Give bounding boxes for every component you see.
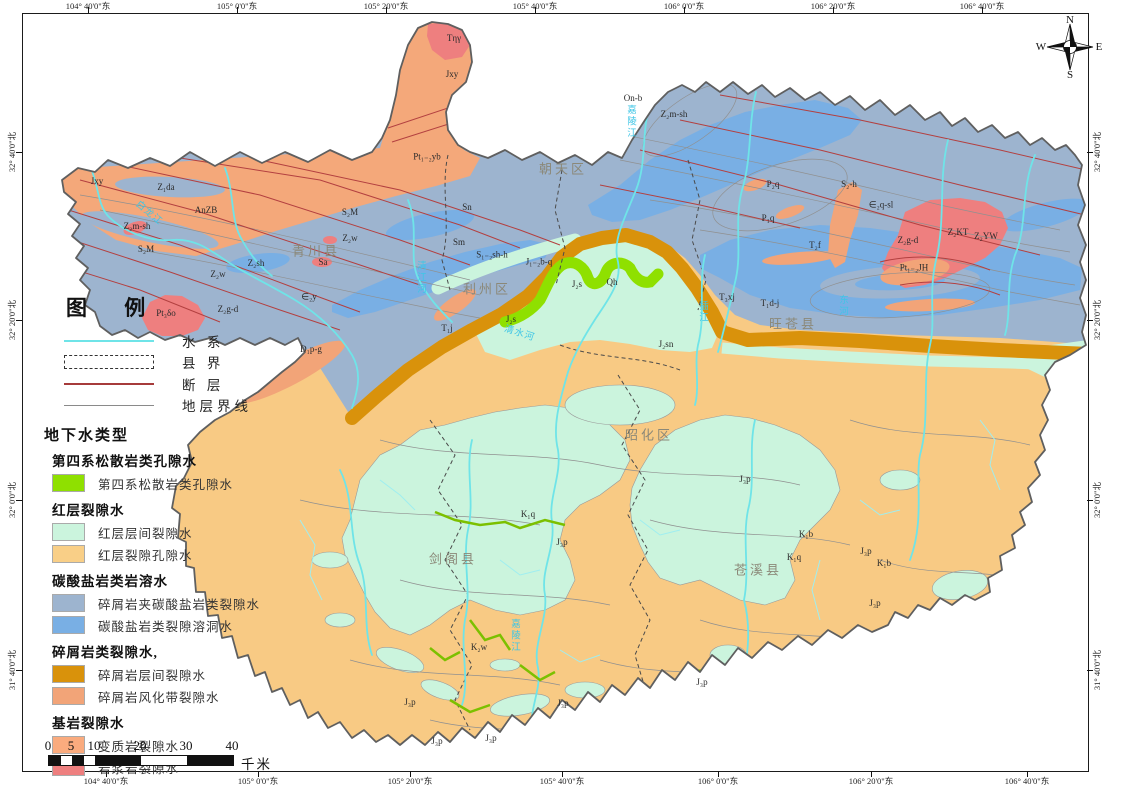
legend-item-label: 碎屑岩风化带裂隙水 <box>98 690 220 705</box>
legend-item-label: 碳酸盐岩类裂隙溶洞水 <box>98 619 234 634</box>
legend-color-swatch <box>52 474 85 492</box>
rivers-minor <box>299 419 1001 663</box>
quaternary-squiggles <box>429 510 566 714</box>
legend-item: 红层裂隙孔隙水 <box>52 543 322 565</box>
zone-weathered-strips <box>234 178 975 404</box>
zone-mint-pocket <box>475 238 718 360</box>
legend-group-heading: 碳酸盐岩类岩溶水 <box>52 574 168 589</box>
legend-item: 碳酸盐岩类裂隙溶洞水 <box>52 614 322 636</box>
legend-line-item-label: 地层界线 <box>182 399 252 415</box>
mint-strip-east <box>721 342 1086 372</box>
legend-color-swatch <box>52 736 85 754</box>
scale-bar-tick-label: 5 <box>67 738 75 753</box>
legend-item-label: 变质岩裂隙水 <box>98 739 180 754</box>
legend: 图 例 水 系县 界断 层地层界线 地下水类型 第四系松散岩类孔隙水 第四系松散岩… <box>42 292 322 778</box>
compass-s-label: S <box>1066 69 1074 81</box>
scale-bar-tick-label: 30 <box>179 738 193 753</box>
legend-item-label: 碎屑岩层间裂隙水 <box>98 668 207 683</box>
s-fault-sample <box>64 382 154 385</box>
legend-color-swatch <box>52 523 85 541</box>
zone-interlayer-orange <box>345 228 1086 425</box>
legend-line-item: 县 界 <box>42 352 322 374</box>
legend-color-swatch <box>52 687 85 705</box>
legend-line-item: 断 层 <box>42 373 322 395</box>
scale-bar-graphic <box>48 755 234 766</box>
legend-item: 第四系松散岩类孔隙水 <box>52 472 322 494</box>
groundwater-types-title: 地下水类型 <box>44 428 130 444</box>
legend-item: 红层层间裂隙水 <box>52 521 322 543</box>
legend-title: 图 例 <box>66 296 162 320</box>
legend-item: 碎屑岩夹碳酸盐岩类裂隙水 <box>52 592 322 614</box>
s-river-sample <box>64 339 154 342</box>
county-boundaries <box>429 154 707 731</box>
legend-line-items: 水 系县 界断 层地层界线 <box>42 330 322 416</box>
scale-bar-segment <box>49 756 61 765</box>
region-outline <box>61 21 1087 746</box>
legend-line-item-label: 水 系 <box>182 334 225 350</box>
scale-bar-segment <box>95 756 141 765</box>
legend-item: 碎屑岩风化带裂隙水 <box>52 685 322 707</box>
legend-group-heading: 红层裂隙水 <box>52 503 125 518</box>
s-county-sample <box>64 355 154 370</box>
scale-bar-segment <box>72 756 84 765</box>
map-frame <box>22 13 1089 772</box>
legend-item-label: 红层层间裂隙水 <box>98 526 193 541</box>
fault-lines <box>62 94 1086 331</box>
legend-color-swatch <box>52 665 85 683</box>
legend-line-item-label: 县 界 <box>182 356 225 372</box>
legend-line-item-label: 断 层 <box>182 377 225 393</box>
scale-bar-unit: 千米 <box>241 757 272 772</box>
scale-bar-segment <box>187 756 233 765</box>
compass-rose <box>1046 23 1094 71</box>
legend-item: 碎屑岩层间裂隙水 <box>52 663 322 685</box>
legend-item: 变质岩裂隙水 <box>52 734 322 756</box>
legend-color-swatch <box>52 545 85 563</box>
legend-color-swatch <box>52 594 85 612</box>
legend-item-label: 红层裂隙孔隙水 <box>98 548 193 563</box>
rivers <box>87 91 1036 736</box>
scale-bar-tick-label: 20 <box>133 738 147 753</box>
scale-bar-segment <box>83 756 95 765</box>
compass-w-label: W <box>1035 41 1047 53</box>
scale-bar-tick-label: 10 <box>87 738 101 753</box>
legend-groups: 第四系松散岩类孔隙水 第四系松散岩类孔隙水 红层裂隙水 红层层间裂隙水 红层裂隙孔隙水碳… <box>42 450 322 778</box>
quaternary-patch-se <box>692 668 718 692</box>
scale-bar-tick-label: 40 <box>225 738 239 753</box>
scale-bar-segment <box>60 756 72 765</box>
zone-quaternary <box>499 257 664 328</box>
compass-e-label: E <box>1095 41 1103 53</box>
legend-item-label: 第四系松散岩类孔隙水 <box>98 477 234 492</box>
compass-n-label: N <box>1066 14 1074 26</box>
legend-group-heading: 基岩裂隙水 <box>52 716 125 731</box>
legend-group-heading: 碎屑岩类裂隙水, <box>52 645 158 660</box>
legend-line-item: 地层界线 <box>42 395 322 417</box>
scale-bar: 0 5 10 20 30 40 千米 <box>45 738 285 772</box>
scale-bar-segment <box>141 756 187 765</box>
legend-group-heading: 第四系松散岩类孔隙水 <box>52 454 197 469</box>
scale-bar-tick-label: 0 <box>44 738 52 753</box>
legend-color-swatch <box>52 616 85 634</box>
legend-item-label: 碎屑岩夹碳酸盐岩类裂隙水 <box>98 597 261 612</box>
s-stratum-sample <box>64 404 154 406</box>
legend-line-item: 水 系 <box>42 330 322 352</box>
